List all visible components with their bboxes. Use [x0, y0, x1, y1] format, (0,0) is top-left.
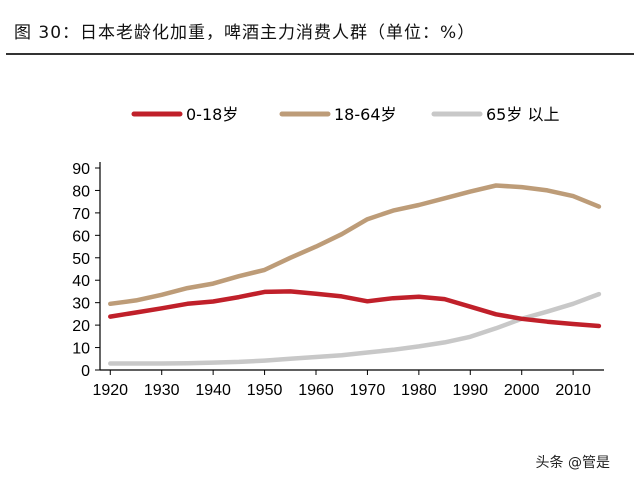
x-tick-label: 1930 [144, 382, 180, 399]
y-tick-label: 20 [72, 318, 90, 335]
x-tick-label: 1960 [298, 382, 334, 399]
y-axis: 0 10 20 30 40 50 60 70 80 90 [72, 161, 101, 380]
y-tick-label: 0 [81, 363, 90, 380]
legend-label-0: 0-18岁 [186, 105, 238, 124]
x-tick-label: 1940 [195, 382, 231, 399]
legend: 0-18岁 18-64岁 65岁 以上 [131, 105, 559, 124]
y-tick-label: 80 [72, 183, 90, 200]
series-line-2 [108, 291, 602, 366]
series-layer [108, 183, 602, 366]
x-tick-label: 1970 [350, 382, 386, 399]
y-tick-label: 60 [72, 228, 90, 245]
series-line-0 [108, 289, 602, 329]
x-tick-label: 2010 [555, 382, 591, 399]
x-tick-label: 1980 [401, 382, 437, 399]
x-tick-label: 1920 [92, 382, 128, 399]
x-axis: 1920 1930 1940 1950 1960 1970 1980 1990 2000 2010 [92, 369, 604, 399]
x-tick-label: 2000 [504, 382, 540, 399]
y-tick-label: 10 [72, 341, 90, 358]
legend-label-2: 65岁 以上 [486, 105, 559, 124]
chart-title: 图 30：日本老龄化加重，啤酒主力消费人群（单位：%） [14, 23, 476, 43]
watermark: 头条 @管是 [535, 455, 610, 471]
legend-label-1: 18-64岁 [334, 105, 397, 124]
series-line-1 [108, 183, 602, 307]
title-divider [6, 53, 634, 55]
x-tick-label: 1950 [247, 382, 283, 399]
y-tick-label: 90 [72, 161, 90, 178]
y-tick-label: 70 [72, 206, 90, 223]
x-tick-label: 1990 [452, 382, 488, 399]
y-tick-label: 30 [72, 296, 90, 313]
y-tick-label: 40 [72, 273, 90, 290]
y-tick-label: 50 [72, 251, 90, 268]
